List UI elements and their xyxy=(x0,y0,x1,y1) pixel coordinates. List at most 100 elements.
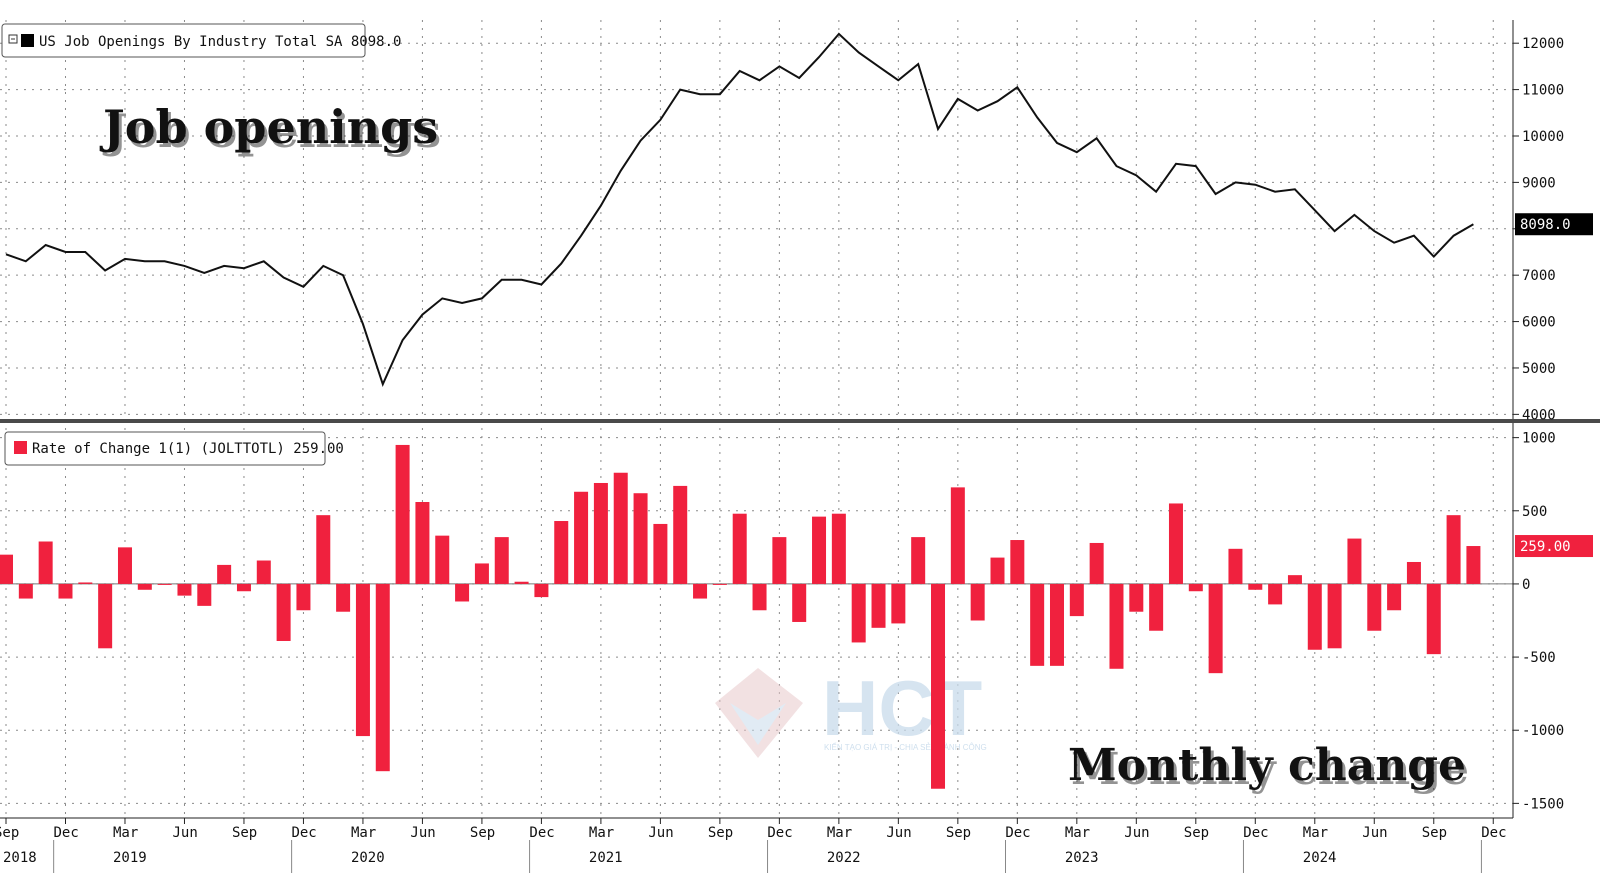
x-tick-label: Jun xyxy=(1124,825,1149,841)
change-bar xyxy=(375,583,390,772)
top-badge-value: 8098.0 xyxy=(1520,217,1571,233)
top-legend[interactable]: US Job Openings By Industry Total SA 809… xyxy=(1,23,401,58)
change-bar xyxy=(1367,583,1382,631)
change-bar xyxy=(891,583,906,624)
change-bar xyxy=(911,537,926,584)
x-tick-label: Sep xyxy=(1184,825,1209,841)
bottom-legend-label: Rate of Change 1(1) (JOLTTOTL) 259.00 xyxy=(32,441,344,457)
change-bar xyxy=(316,515,331,584)
x-tick-label: Dec xyxy=(291,825,316,841)
change-bar xyxy=(395,444,410,584)
change-bar xyxy=(534,583,549,598)
change-bar xyxy=(494,537,509,584)
change-bar xyxy=(1347,538,1362,584)
x-tick-label: Dec xyxy=(1481,825,1506,841)
bottom-y-ticks: -1500 -1000 -500 0 500 1000 xyxy=(1513,431,1564,812)
change-bar xyxy=(1466,546,1481,584)
change-bar xyxy=(772,537,787,584)
top-y-tick-label: 9000 xyxy=(1522,175,1556,191)
change-bar xyxy=(197,583,212,606)
x-tick-label: Jun xyxy=(648,825,673,841)
change-bar xyxy=(1268,583,1283,605)
change-bar xyxy=(574,491,589,584)
change-bar xyxy=(554,521,569,584)
change-bar xyxy=(137,583,152,590)
job-openings-title-shadow: Job openings xyxy=(102,104,441,158)
bottom-y-tick-label: -1500 xyxy=(1522,796,1564,812)
x-ticks: Sep Dec Mar Jun Sep Dec Mar Jun Sep Dec Mar Jun Sep D… xyxy=(0,818,1507,873)
x-tick-label: Mar xyxy=(827,825,852,841)
change-bar xyxy=(474,563,489,584)
legend-collapse-icon[interactable] xyxy=(8,34,18,44)
x-tick-label: Mar xyxy=(113,825,138,841)
change-bar xyxy=(435,535,450,584)
monthly-change-bars xyxy=(0,444,1481,789)
change-bar xyxy=(613,472,628,584)
change-bar xyxy=(78,582,93,584)
top-y-tick-label: 10000 xyxy=(1522,129,1564,145)
x-year-label: 2023 xyxy=(1065,850,1099,866)
monthly-change-title-shadow: Monthly change xyxy=(1071,744,1469,795)
x-year-label: 2018 xyxy=(3,850,37,866)
bottom-y-tick-label: -1000 xyxy=(1522,723,1564,739)
change-bar xyxy=(1287,575,1302,584)
top-legend-label: US Job Openings By Industry Total SA 809… xyxy=(39,34,401,50)
top-legend-swatch xyxy=(21,34,34,47)
change-bar xyxy=(1387,583,1402,611)
change-bar xyxy=(336,583,351,612)
x-tick-label: Sep xyxy=(708,825,733,841)
change-bar xyxy=(296,583,311,611)
change-bar xyxy=(1168,503,1183,584)
x-tick-label: Dec xyxy=(767,825,792,841)
x-tick-label: Sep xyxy=(1422,825,1447,841)
change-bar xyxy=(98,583,113,649)
bottom-legend-swatch xyxy=(14,441,27,454)
top-last-value-badge: 8098.0 xyxy=(1515,213,1593,236)
change-bar xyxy=(117,547,132,584)
change-bar xyxy=(851,583,866,643)
change-bar xyxy=(831,513,846,584)
change-bar xyxy=(1248,583,1263,590)
x-year-label: 2020 xyxy=(351,850,385,866)
change-bar xyxy=(752,583,767,611)
top-y-tick-label: 11000 xyxy=(1522,83,1564,99)
change-bar xyxy=(1069,583,1084,617)
change-bar xyxy=(1188,583,1203,592)
bottom-legend-box xyxy=(4,431,326,466)
change-bar xyxy=(1010,540,1025,584)
change-bar xyxy=(58,583,73,599)
x-year-label: 2022 xyxy=(827,850,861,866)
x-tick-label: Sep xyxy=(470,825,495,841)
change-bar xyxy=(1109,583,1124,669)
bottom-y-tick-label: 1000 xyxy=(1522,431,1556,447)
x-year-label: 2019 xyxy=(113,850,147,866)
change-bar xyxy=(217,564,232,584)
top-y-tick-label: 6000 xyxy=(1522,315,1556,331)
panel-separator[interactable] xyxy=(0,419,1600,423)
watermark-subtitle: KIẾN TẠO GIÁ TRỊ - CHIA SẺ THÀNH CÔNG xyxy=(824,742,987,752)
change-bar xyxy=(812,516,827,584)
change-bar xyxy=(653,523,668,584)
change-bar xyxy=(792,583,807,622)
x-tick-label: Sep xyxy=(946,825,971,841)
change-bar xyxy=(355,583,370,737)
x-tick-label: Mar xyxy=(351,825,376,841)
change-bar xyxy=(1327,583,1342,649)
watermark-text: HCT xyxy=(822,664,982,752)
change-bar xyxy=(1446,515,1461,584)
x-tick-label: Mar xyxy=(589,825,614,841)
change-bar xyxy=(157,583,172,585)
x-tick-label: Dec xyxy=(1005,825,1030,841)
x-tick-label: Jun xyxy=(410,825,435,841)
top-y-tick-label: 7000 xyxy=(1522,268,1556,284)
change-bar xyxy=(1030,583,1045,666)
job-openings-line xyxy=(5,32,1474,387)
bottom-legend[interactable]: Rate of Change 1(1) (JOLTTOTL) 259.00 xyxy=(4,431,344,466)
job-openings-title: Job openings xyxy=(99,100,438,154)
change-bar xyxy=(1208,583,1223,674)
change-bar xyxy=(1089,542,1104,584)
change-bar xyxy=(1426,583,1441,655)
change-bar xyxy=(970,583,985,621)
